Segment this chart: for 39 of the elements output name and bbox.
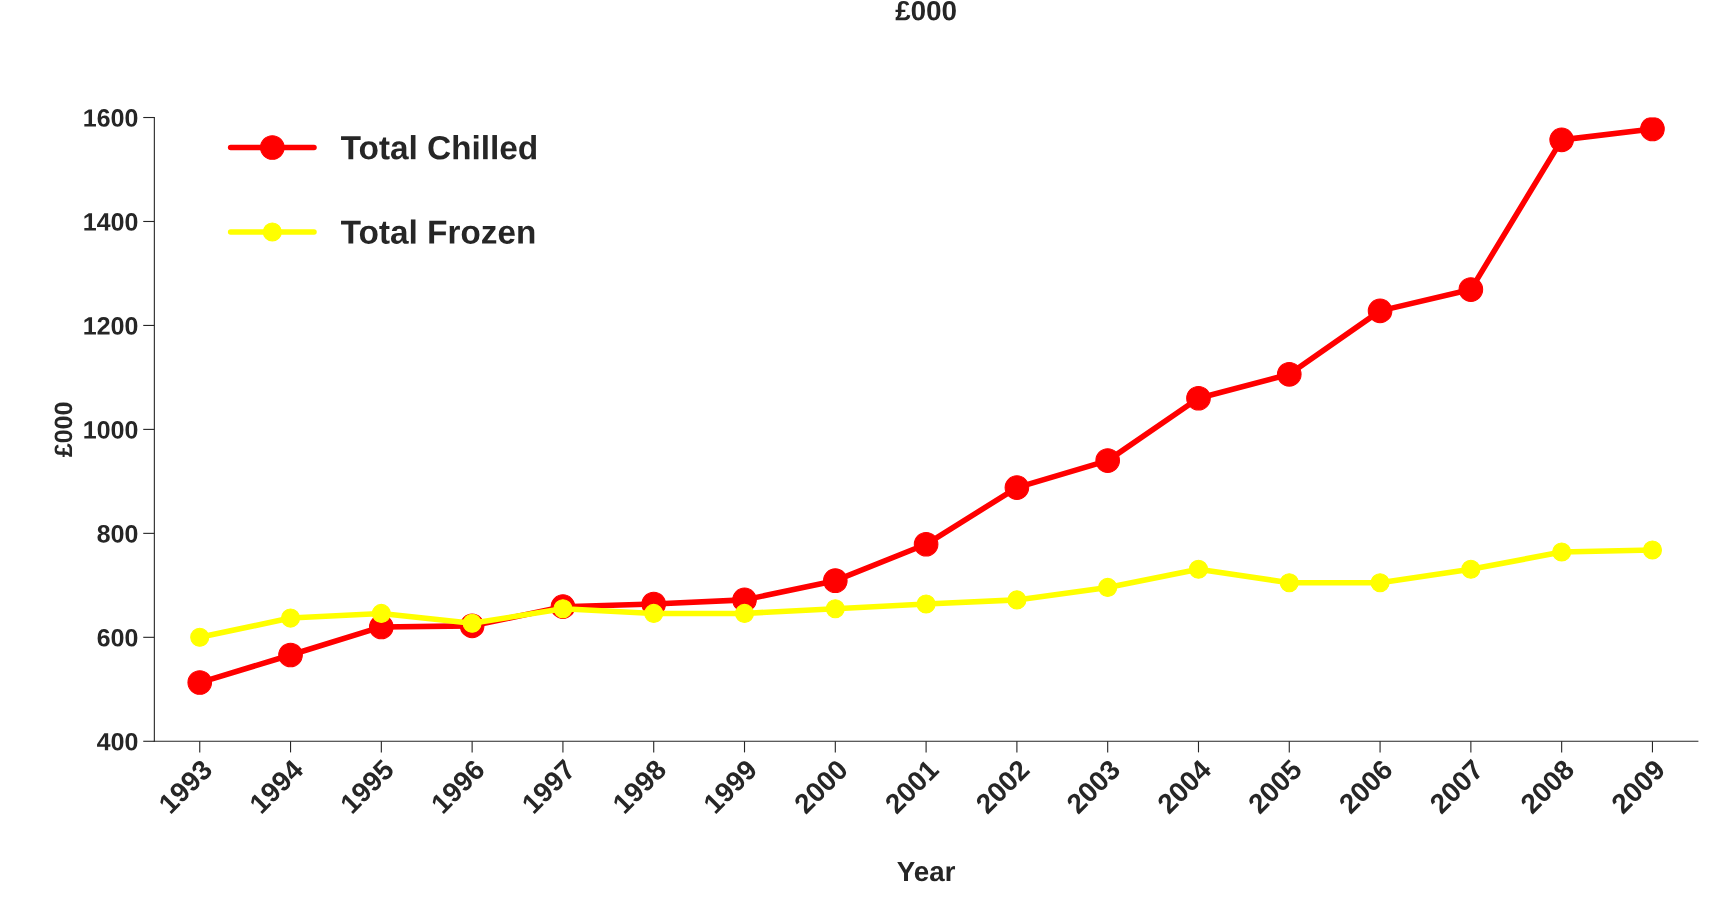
y-tick-label: 1000 xyxy=(84,421,138,439)
y-tick-label: 600 xyxy=(97,628,138,647)
point xyxy=(1095,448,1121,473)
point xyxy=(822,568,848,593)
y-axis-title: £000 xyxy=(54,402,73,457)
point xyxy=(916,594,936,614)
y-tick-label: 800 xyxy=(97,524,138,543)
chart-title: £000 xyxy=(895,0,956,21)
point xyxy=(1640,117,1665,142)
point xyxy=(278,642,303,668)
point xyxy=(1188,559,1209,579)
y-tick-label: 1200 xyxy=(84,317,138,335)
point xyxy=(1276,361,1302,387)
point xyxy=(1370,573,1390,593)
point xyxy=(1279,573,1299,593)
point xyxy=(187,670,213,695)
legend-label: Total Frozen xyxy=(341,219,535,244)
point xyxy=(1458,277,1484,302)
legend-label: Total Chilled xyxy=(341,135,536,160)
point xyxy=(1461,559,1481,579)
x-axis-title: Year xyxy=(897,861,956,882)
point xyxy=(1642,540,1663,560)
y-tick-label: 400 xyxy=(97,732,138,751)
point xyxy=(371,603,391,623)
point xyxy=(280,608,301,628)
point xyxy=(1007,590,1027,610)
point xyxy=(644,603,664,623)
point xyxy=(190,627,210,647)
point xyxy=(1186,385,1211,411)
y-tick-label: 1400 xyxy=(84,213,138,231)
y-tick-label: 1600 xyxy=(84,109,138,127)
point xyxy=(1552,542,1572,562)
point xyxy=(913,531,939,557)
point xyxy=(1004,475,1030,500)
point xyxy=(1098,577,1118,597)
point xyxy=(1549,127,1574,153)
point xyxy=(734,603,755,623)
point xyxy=(825,599,845,619)
point xyxy=(1367,298,1393,324)
